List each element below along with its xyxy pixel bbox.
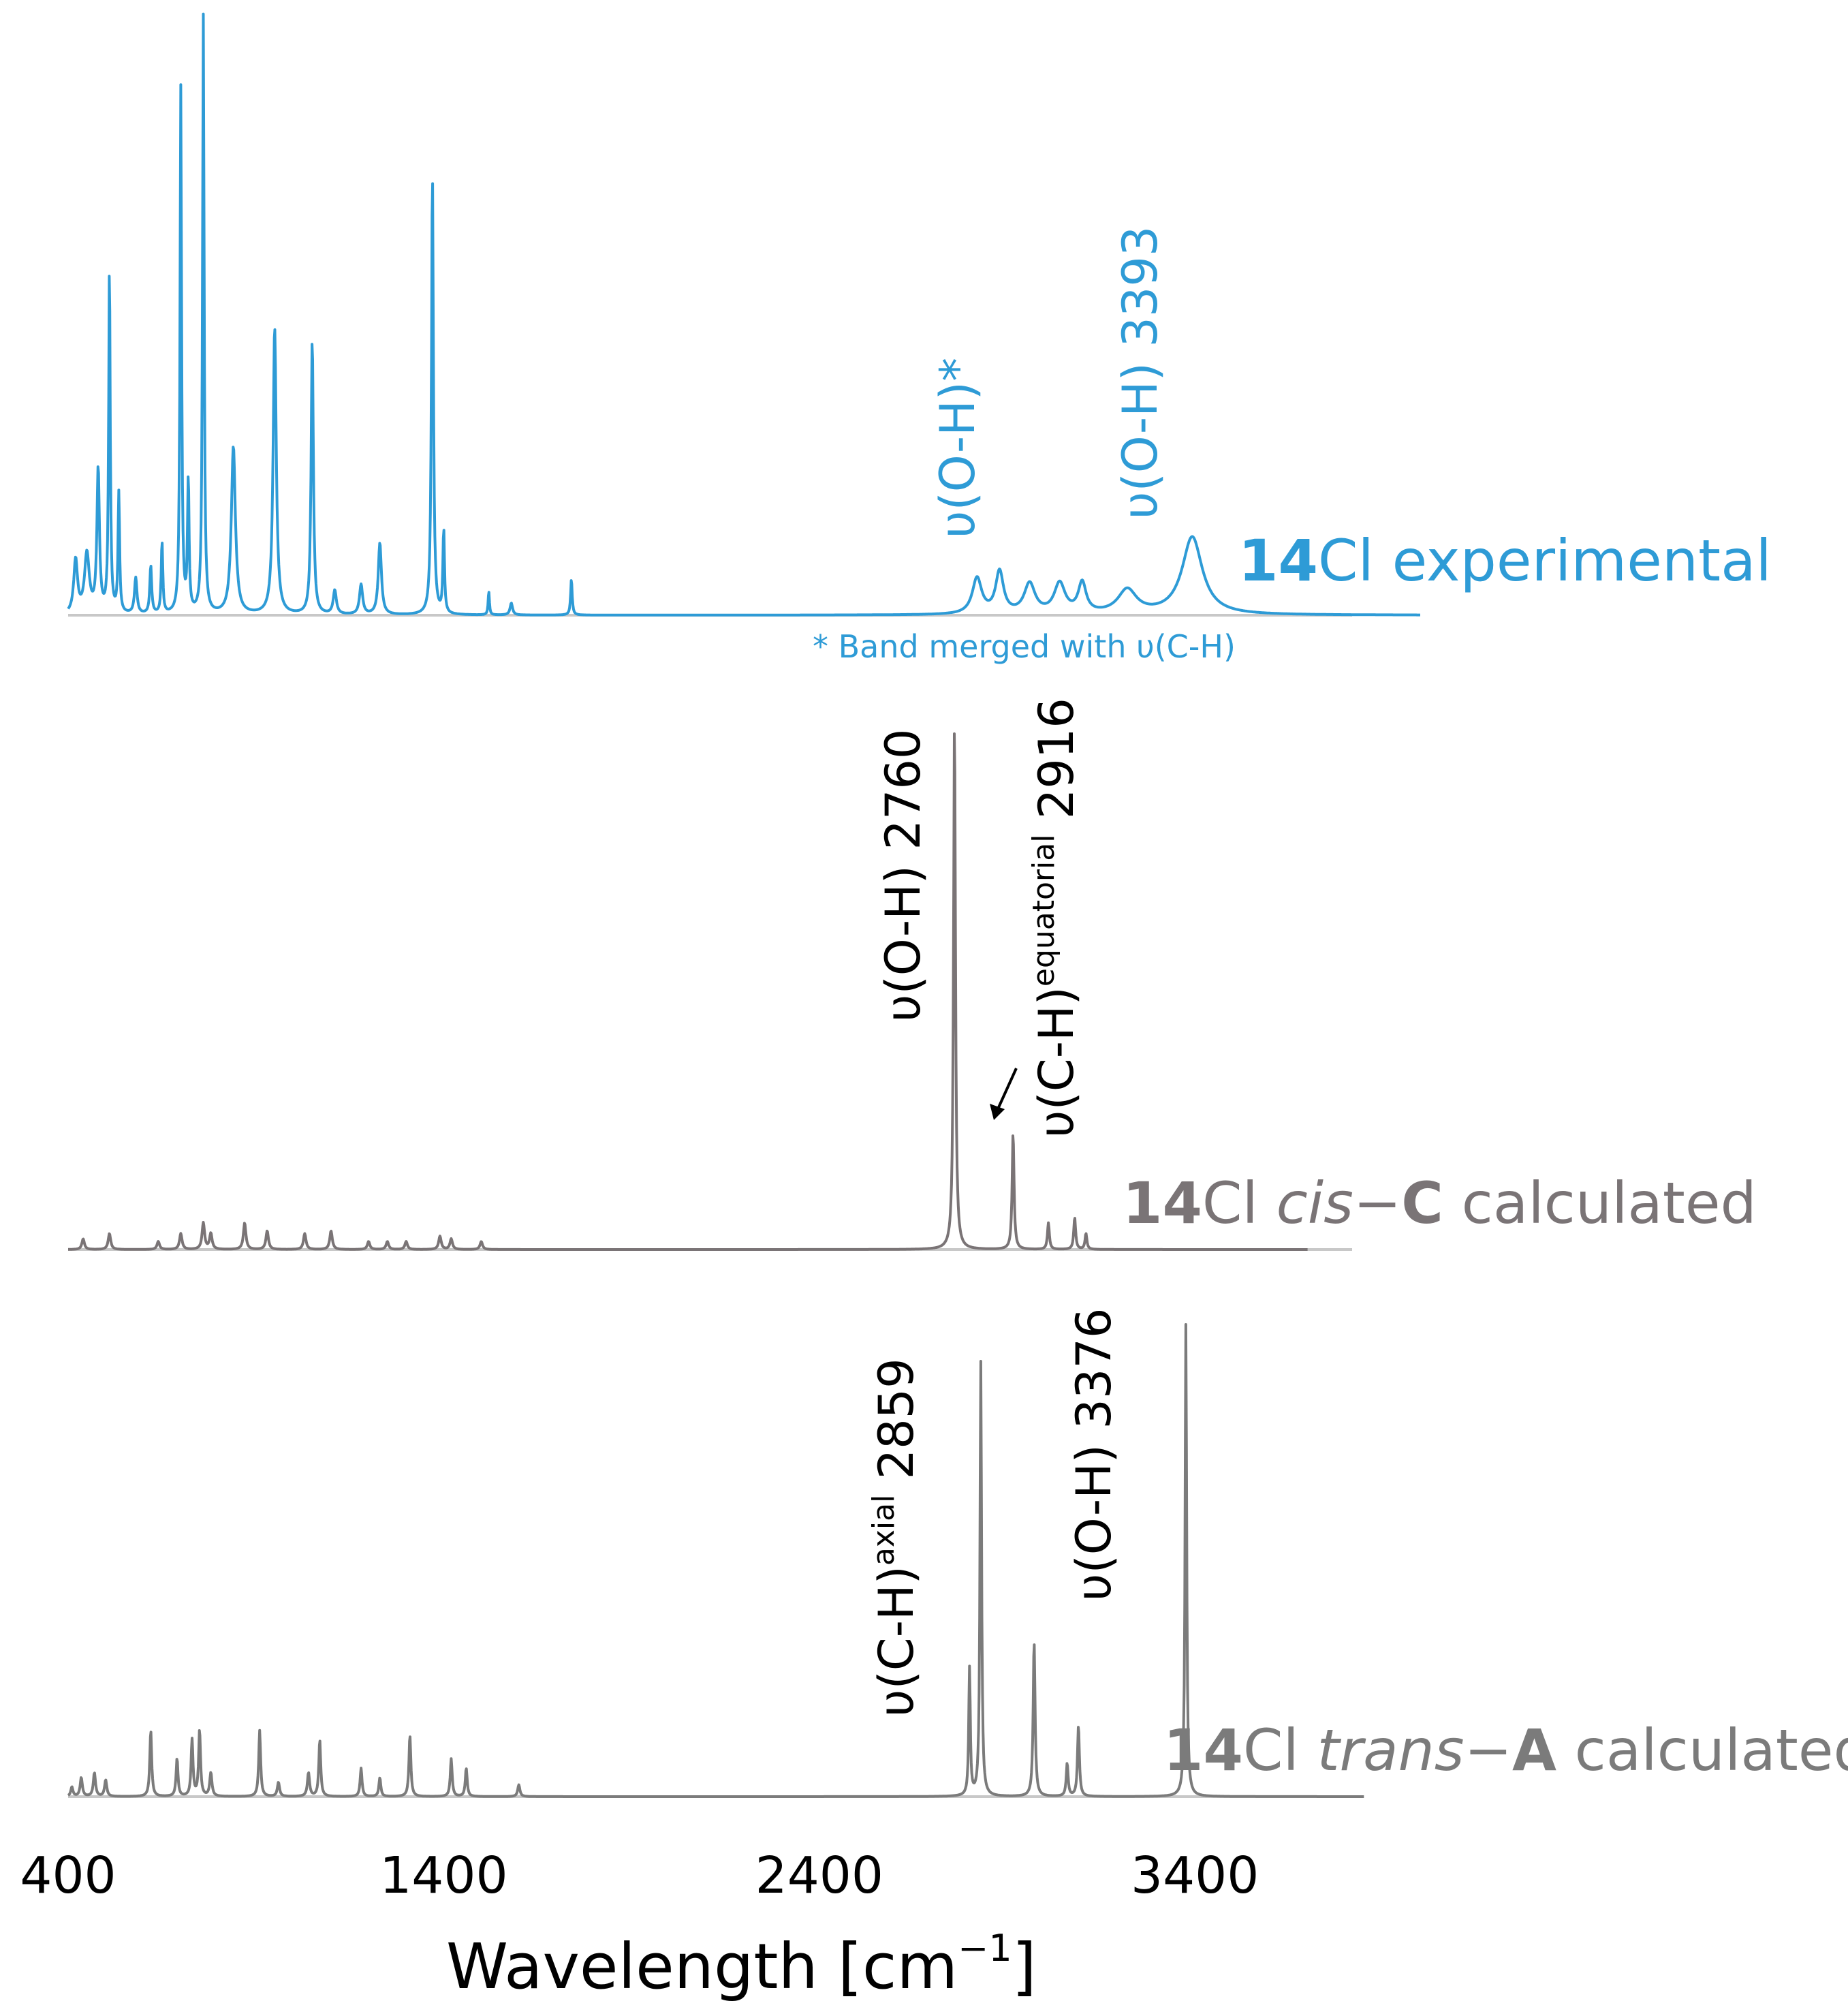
x-axis-label: Wavelength [cm−1] xyxy=(446,1927,1037,2003)
exp-oh-3393-annotation: υ(O-H) 3393 xyxy=(1112,226,1168,519)
trans-ch-axial-annotation: υ(C-H)axial 2859 xyxy=(866,1358,924,1717)
x-axis-ticks: 400 1400 2400 3400 xyxy=(20,1846,1259,1905)
experimental-series-label: 14Cl experimental xyxy=(1238,527,1772,594)
trans-A-spectrum-line xyxy=(67,1323,1365,1798)
exp-oh-merged-annotation: υ(O-H)* xyxy=(930,358,986,538)
cis-oh-2760-annotation: υ(O-H) 2760 xyxy=(875,729,931,1022)
x-tick-label-1400: 1400 xyxy=(379,1846,507,1905)
cis-ch-equatorial-annotation: υ(C-H)equatorial 2916 xyxy=(1027,698,1084,1138)
exp-footnote: * Band merged with υ(C-H) xyxy=(813,628,1236,665)
x-tick-label-400: 400 xyxy=(20,1846,116,1905)
experimental-spectrum-line xyxy=(67,12,1422,617)
cis-ch-arrow xyxy=(995,1068,1018,1113)
cis-C-spectrum-line xyxy=(67,732,1309,1251)
cis-ch-arrowhead xyxy=(990,1104,1005,1120)
trans-oh-3376-annotation: υ(O-H) 3376 xyxy=(1066,1308,1122,1601)
cis-C-series-label: 14Cl cis−C calculated xyxy=(1123,1170,1757,1237)
x-tick-label-2400: 2400 xyxy=(755,1846,883,1905)
trans-A-series-label: 14Cl trans−A calculated xyxy=(1163,1717,1848,1784)
x-tick-label-3400: 3400 xyxy=(1131,1846,1259,1905)
